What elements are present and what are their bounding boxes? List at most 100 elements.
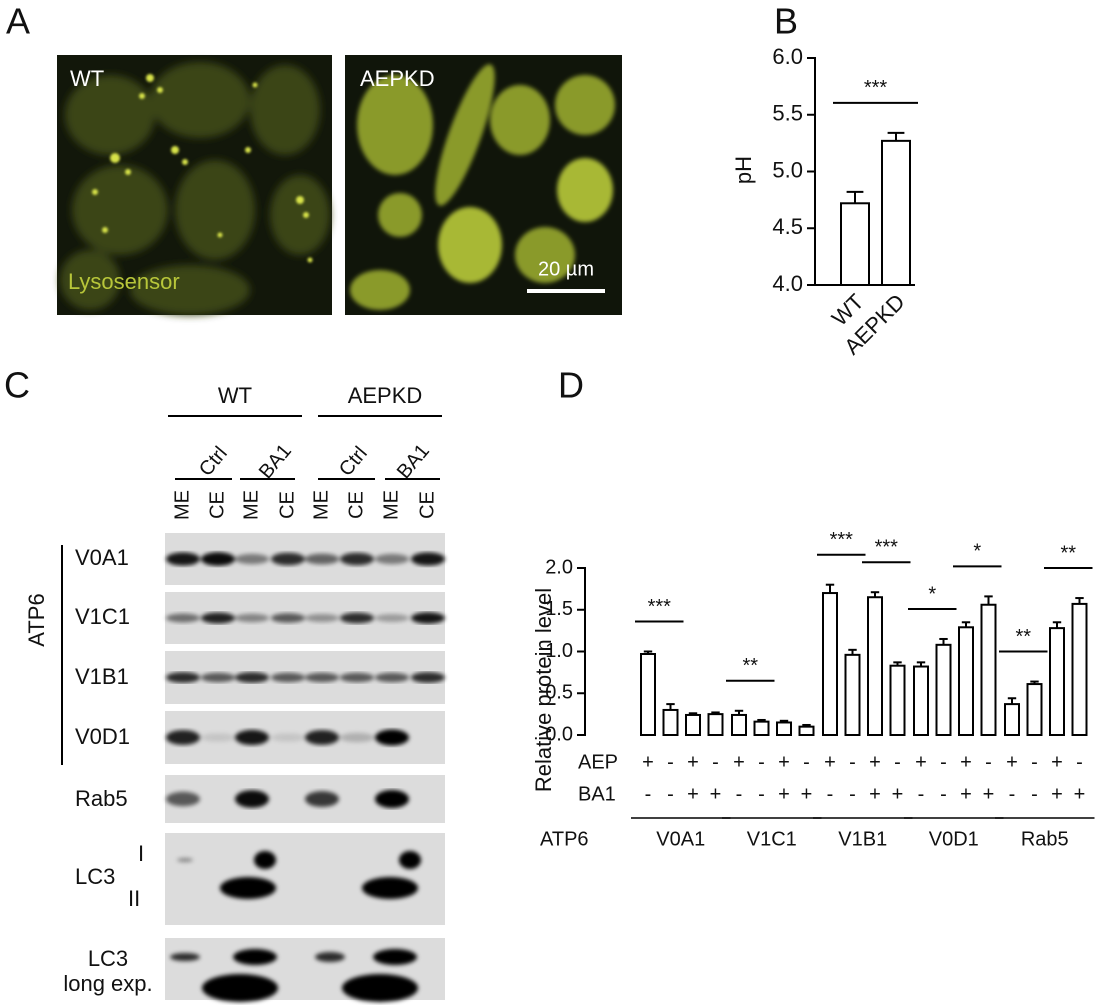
significance-label: ** — [742, 655, 758, 677]
band — [271, 613, 305, 623]
fraction-label: ME — [310, 490, 332, 520]
band — [362, 877, 418, 899]
group-label: V0A1 — [656, 828, 705, 850]
condition-sign: + — [915, 751, 927, 773]
condition-sign: - — [1009, 783, 1016, 805]
condition-sign: + — [869, 751, 881, 773]
group-label: Rab5 — [1021, 828, 1069, 850]
y-tick-label: 1.0 — [545, 640, 573, 662]
band — [201, 733, 235, 742]
band — [305, 791, 339, 807]
row-label: V0A1 — [75, 545, 129, 570]
bar — [913, 665, 929, 737]
condition-sign: + — [1006, 751, 1018, 773]
condition-sign: + — [869, 783, 881, 805]
condition-sign: + — [778, 751, 790, 773]
band — [411, 612, 445, 624]
band-label: II — [128, 886, 140, 911]
bar — [881, 139, 911, 286]
treatment-label: Ctrl — [335, 443, 372, 481]
band — [201, 612, 235, 624]
bracket-label: ATP6 — [24, 593, 49, 646]
row-label: V1C1 — [75, 604, 130, 629]
fraction-label: CE — [345, 491, 367, 519]
condition-sign: + — [1051, 783, 1063, 805]
bar — [731, 713, 747, 737]
bar — [1049, 627, 1065, 736]
group-label: WT — [218, 383, 252, 408]
condition-sign: + — [733, 751, 745, 773]
condition-label: AEP — [578, 751, 618, 773]
band — [375, 672, 409, 683]
y-tick-label: 6.0 — [772, 44, 803, 69]
band — [340, 612, 374, 624]
fraction-label: CE — [416, 491, 438, 519]
band — [340, 552, 374, 566]
bar — [1004, 703, 1020, 736]
condition-sign: - — [758, 783, 765, 805]
band — [233, 949, 277, 965]
panel-label: D — [558, 365, 584, 406]
condition-sign: + — [710, 783, 722, 805]
band — [373, 949, 417, 965]
group-label: V0D1 — [929, 828, 979, 850]
treatment-label: Ctrl — [195, 443, 232, 481]
y-tick-label: 4.5 — [772, 214, 803, 239]
band — [254, 851, 276, 869]
condition-sign: - — [1031, 751, 1038, 773]
band — [340, 672, 374, 683]
band — [166, 730, 200, 745]
bar — [980, 603, 997, 736]
bar — [822, 592, 838, 736]
significance-label: *** — [648, 596, 672, 618]
condition-sign: + — [892, 783, 904, 805]
band — [375, 729, 409, 746]
condition-sign: + — [960, 783, 972, 805]
condition-sign: + — [801, 783, 813, 805]
bar — [685, 713, 701, 737]
bands — [166, 552, 445, 566]
bar — [844, 653, 861, 737]
band — [235, 672, 269, 683]
band — [271, 552, 305, 566]
bands — [166, 672, 445, 683]
band — [271, 672, 305, 683]
y-tick-label: 0.0 — [545, 723, 573, 745]
band — [315, 952, 345, 962]
condition-sign: + — [1074, 783, 1086, 805]
condition-sign: - — [985, 751, 992, 773]
band — [411, 672, 445, 683]
bands — [177, 851, 421, 899]
group-label: V1C1 — [747, 828, 797, 850]
band — [202, 974, 278, 1002]
band — [166, 672, 200, 683]
condition-sign: - — [918, 783, 925, 805]
bar — [1071, 602, 1088, 737]
group-title: ATP6 — [540, 828, 589, 850]
bands — [166, 612, 445, 624]
condition-sign: - — [667, 751, 674, 773]
bands — [170, 949, 418, 1002]
bar — [867, 596, 883, 736]
y-tick-label: 5.0 — [772, 157, 803, 182]
panel-label: B — [774, 1, 798, 42]
fraction-label: ME — [240, 490, 262, 520]
y-tick-label: 0.5 — [545, 682, 573, 704]
bands — [166, 790, 409, 808]
fraction-label: ME — [171, 490, 193, 520]
band-label: I — [138, 841, 144, 866]
band — [201, 552, 235, 566]
significance-label: ** — [1060, 542, 1076, 564]
condition-sign: - — [645, 783, 652, 805]
condition-sign: - — [940, 751, 947, 773]
group-label: AEPKD — [348, 383, 423, 408]
panel-label: C — [4, 365, 30, 406]
band — [177, 858, 193, 862]
bar — [662, 708, 679, 737]
bar — [753, 720, 770, 737]
condition-sign: - — [667, 783, 674, 805]
band — [305, 613, 339, 623]
band — [166, 791, 200, 807]
bar — [958, 626, 974, 736]
bar — [707, 713, 724, 736]
